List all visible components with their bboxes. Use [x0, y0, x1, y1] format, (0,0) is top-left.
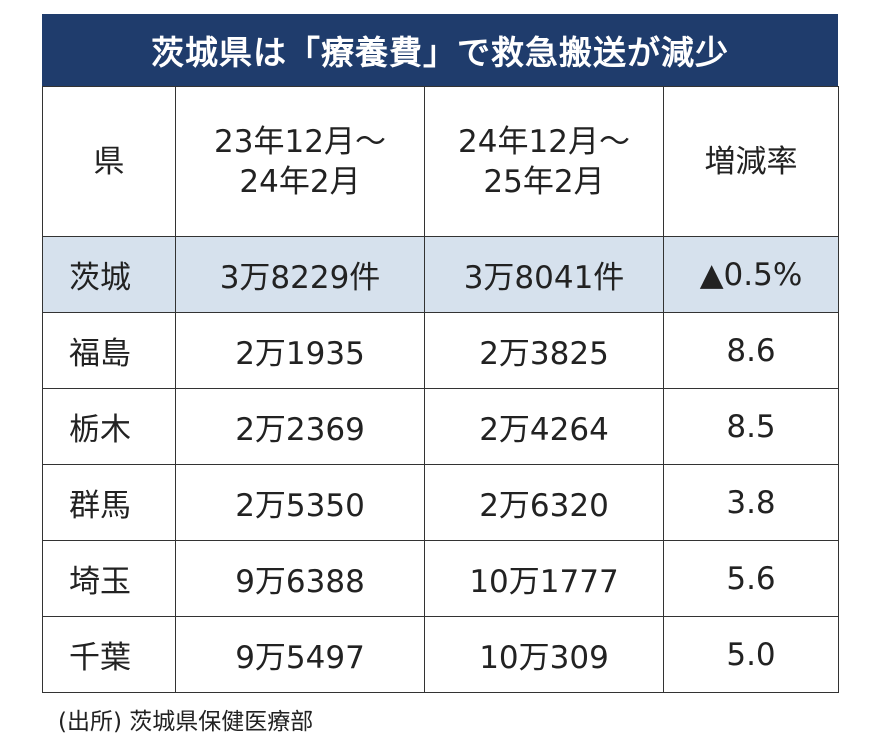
header-row: 県 23年12月～ 24年2月 24年12月～ 25年2月 増減率 [42, 86, 839, 237]
header-line: 24年12月～ [458, 123, 630, 160]
cell: 3.8 [663, 464, 839, 541]
header-cell: 増減率 [663, 86, 839, 237]
data-row: 埼玉 9万6388 10万1777 5.6 [42, 540, 839, 617]
cell: 2万3825 [424, 312, 664, 389]
header-cell: 県 [42, 86, 176, 237]
cell: 10万1777 [424, 540, 664, 617]
cell: 千葉 [42, 616, 176, 693]
cell: 茨城 [42, 236, 176, 313]
data-row: 栃木 2万2369 2万4264 8.5 [42, 388, 839, 465]
header-cell: 23年12月～ 24年2月 [175, 86, 425, 237]
cell: 2万2369 [175, 388, 425, 465]
cell: 3万8041件 [424, 236, 664, 313]
cell: 群馬 [42, 464, 176, 541]
cell: 栃木 [42, 388, 176, 465]
cell: 埼玉 [42, 540, 176, 617]
source-note: (出所) 茨城県保健医療部 [58, 709, 314, 735]
header-line: 24年2月 [239, 163, 361, 200]
cell: 2万4264 [424, 388, 664, 465]
header-line: 県 [93, 143, 125, 180]
header-line: 25年2月 [483, 163, 605, 200]
data-row: 福島 2万1935 2万3825 8.6 [42, 312, 839, 389]
cell: 9万5497 [175, 616, 425, 693]
header-line: 23年12月～ [214, 123, 386, 160]
data-row: 千葉 9万5497 10万309 5.0 [42, 616, 839, 693]
cell: 9万6388 [175, 540, 425, 617]
cell: 5.0 [663, 616, 839, 693]
cell: 2万5350 [175, 464, 425, 541]
cell: 福島 [42, 312, 176, 389]
data-row: 群馬 2万5350 2万6320 3.8 [42, 464, 839, 541]
cell: 2万6320 [424, 464, 664, 541]
cell: 10万309 [424, 616, 664, 693]
cell: 2万1935 [175, 312, 425, 389]
cell: 3万8229件 [175, 236, 425, 313]
data-row: 茨城 3万8229件 3万8041件 ▲0.5% [42, 236, 839, 313]
data-table: 県 23年12月～ 24年2月 24年12月～ 25年2月 増減率 茨城 3万8229件 3万8… [42, 86, 839, 693]
cell: 8.6 [663, 312, 839, 389]
cell: 5.6 [663, 540, 839, 617]
title-bar: 茨城県は「療養費」で救急搬送が減少 [42, 14, 838, 86]
cell: ▲0.5% [663, 236, 839, 313]
header-line: 増減率 [704, 143, 798, 180]
cell: 8.5 [663, 388, 839, 465]
header-cell: 24年12月～ 25年2月 [424, 86, 664, 237]
